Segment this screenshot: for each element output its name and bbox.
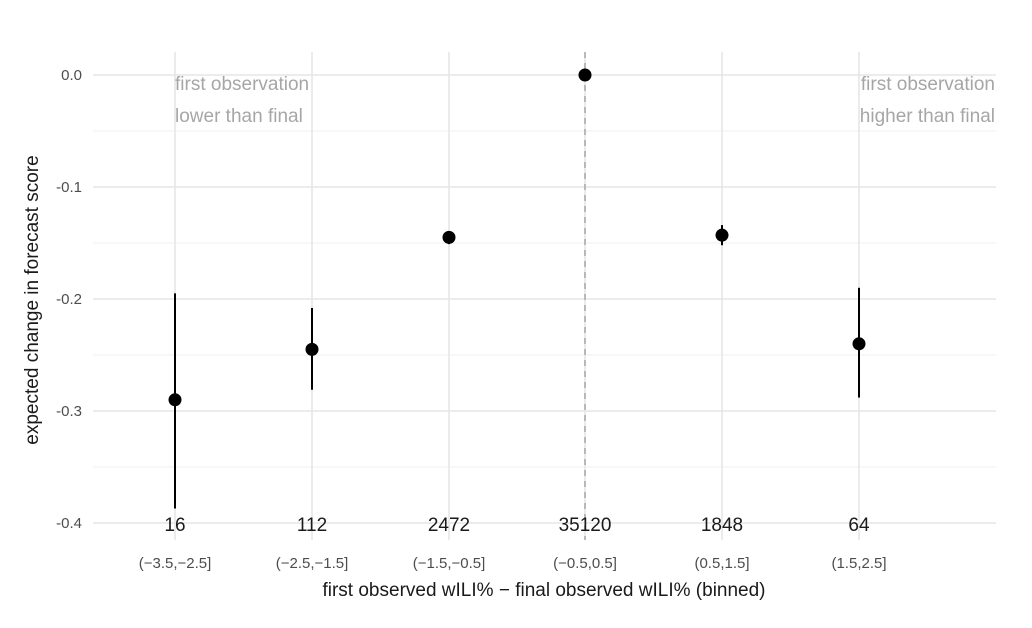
data-point [715, 228, 729, 242]
x-tick-label: (1.5,2.5] [831, 555, 886, 572]
x-axis-title: first observed wILI% − final observed wI… [322, 580, 765, 601]
count-label: 64 [848, 515, 870, 536]
x-tick-label: (−3.5,−2.5] [139, 555, 212, 572]
data-points [168, 68, 866, 407]
count-labels: 16 112 2472 35120 1848 64 [164, 515, 870, 536]
data-point [168, 393, 182, 407]
x-tick-label: (−2.5,−1.5] [276, 555, 349, 572]
count-label: 2472 [428, 515, 470, 536]
data-point [852, 337, 866, 351]
count-label: 35120 [559, 515, 612, 536]
annotation-right-line1: first observation [861, 74, 995, 95]
x-tick-labels: (−3.5,−2.5] (−2.5,−1.5] (−1.5,−0.5] (−0.5,0… [139, 555, 887, 572]
data-point [305, 342, 319, 356]
y-tick-label: -0.4 [56, 515, 82, 532]
annotation-left-line1: first observation [175, 74, 309, 95]
count-label: 16 [164, 515, 185, 536]
x-tick-label: (0.5,1.5] [694, 555, 749, 572]
y-tick-label: 0.0 [61, 67, 82, 84]
error-bars [174, 225, 860, 509]
annotation-right-line2: higher than final [860, 106, 995, 127]
y-tick-label: -0.2 [56, 291, 82, 308]
data-point [578, 68, 592, 82]
y-tick-labels: 0.0 -0.1 -0.2 -0.3 -0.4 [56, 67, 82, 532]
annotation-left-line2: lower than final [175, 106, 303, 127]
x-tick-label: (−1.5,−0.5] [413, 555, 486, 572]
y-axis-title: expected change in forecast score [22, 155, 43, 444]
x-tick-label: (−0.5,0.5] [553, 555, 617, 572]
count-label: 1848 [701, 515, 743, 536]
count-label: 112 [297, 515, 327, 536]
y-tick-label: -0.3 [56, 403, 82, 420]
y-tick-label: -0.1 [56, 179, 82, 196]
data-point [442, 230, 456, 244]
